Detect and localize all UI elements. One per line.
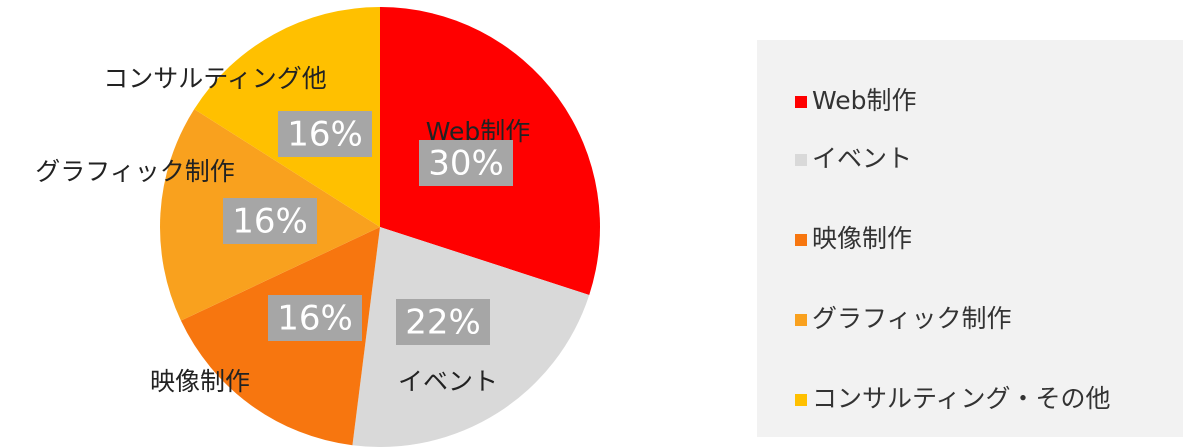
value-label-box: [396, 299, 490, 345]
legend-swatch: [795, 154, 807, 166]
value-label: 22%: [405, 303, 481, 343]
slice-label: 映像制作: [150, 367, 250, 396]
value-label: 16%: [287, 115, 363, 155]
slice-label: グラフィック制作: [35, 157, 235, 186]
value-label: 16%: [232, 202, 308, 242]
legend-swatch: [795, 96, 807, 108]
legend-swatch: [795, 394, 807, 406]
legend-label: 映像制作: [812, 224, 912, 253]
value-label-box: [278, 111, 372, 157]
value-label: 30%: [428, 144, 504, 184]
slice-label: イベント: [398, 367, 498, 396]
legend-label: コンサルティング・その他: [812, 384, 1111, 413]
value-label-box: [268, 295, 362, 341]
value-label: 16%: [277, 299, 353, 339]
value-label-box: [223, 198, 317, 244]
legend-swatch: [795, 314, 807, 326]
legend-label: Web制作: [812, 86, 917, 115]
legend-label: グラフィック制作: [812, 304, 1012, 333]
slice-label: コンサルティング他: [103, 64, 327, 93]
legend-background: [757, 40, 1183, 437]
value-label-box: [419, 140, 513, 186]
legend-swatch: [795, 234, 807, 246]
legend-label: イベント: [812, 144, 912, 173]
